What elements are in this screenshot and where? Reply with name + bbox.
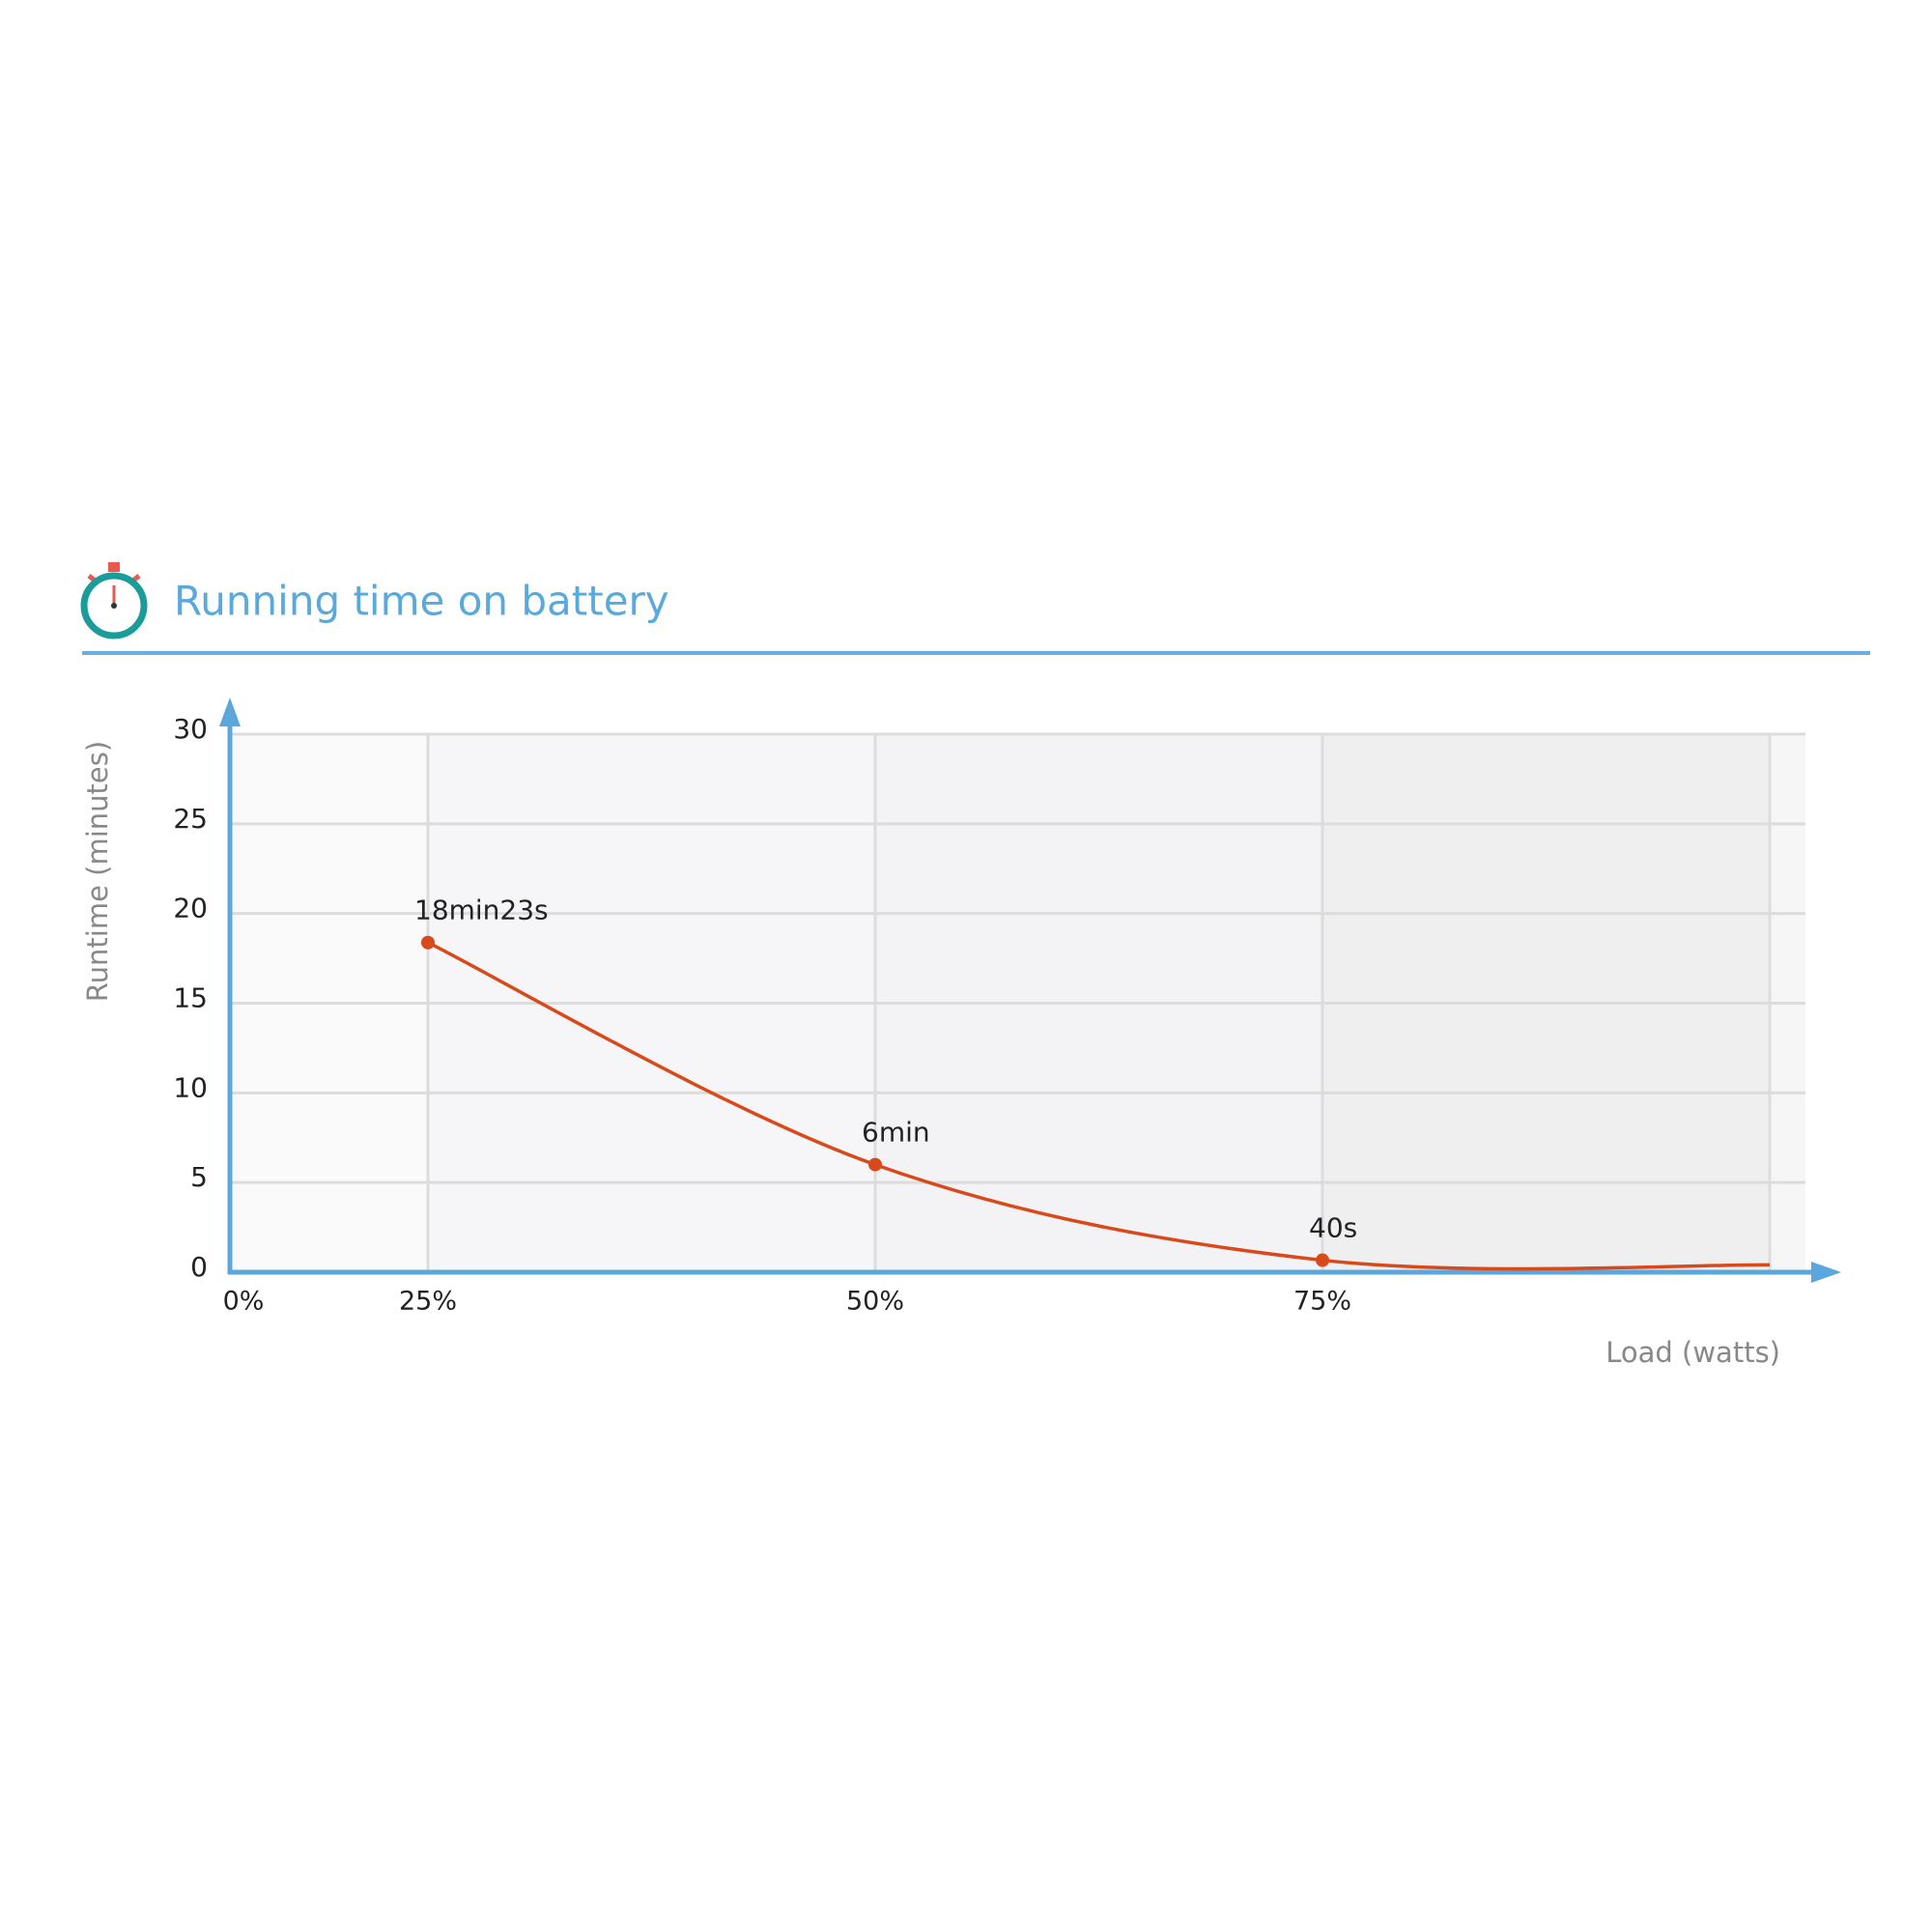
x-tick-label: 50% (846, 1287, 904, 1317)
data-point (421, 935, 435, 950)
y-tick-label: 15 (173, 982, 208, 1014)
data-point (1316, 1253, 1329, 1267)
y-tick-label: 25 (173, 803, 208, 835)
data-label: 40s (1309, 1212, 1357, 1244)
x-axis-arrow (1811, 1262, 1841, 1283)
data-label: 18min23s (414, 895, 549, 926)
data-label: 6min (862, 1117, 930, 1149)
stopwatch-icon (80, 562, 148, 639)
x-tick-label: 0% (223, 1287, 265, 1317)
x-tick-label: 75% (1293, 1287, 1351, 1317)
x-tick-label: 25% (399, 1287, 457, 1317)
y-axis-label: Runtime (minutes) (81, 741, 114, 1002)
chart-title: Running time on battery (174, 578, 669, 625)
y-axis-arrow (219, 697, 241, 726)
y-tick-label: 20 (173, 893, 208, 924)
series-line (427, 941, 1771, 1271)
y-tick-label: 10 (173, 1071, 208, 1103)
y-tick-label: 0 (190, 1251, 208, 1283)
y-tick-label: 5 (190, 1161, 208, 1193)
y-tick-label: 30 (173, 713, 208, 745)
x-axis-label: Load (watts) (1605, 1336, 1780, 1369)
data-point (868, 1157, 882, 1172)
